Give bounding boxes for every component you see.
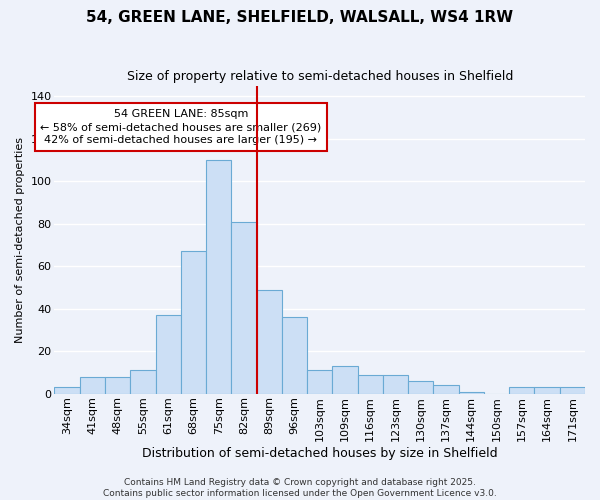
Bar <box>232 222 257 394</box>
Bar <box>383 374 408 394</box>
Text: Contains HM Land Registry data © Crown copyright and database right 2025.
Contai: Contains HM Land Registry data © Crown c… <box>103 478 497 498</box>
Bar <box>181 252 206 394</box>
Bar <box>509 388 535 394</box>
Bar <box>307 370 332 394</box>
Bar <box>282 317 307 394</box>
Y-axis label: Number of semi-detached properties: Number of semi-detached properties <box>15 136 25 342</box>
Text: 54, GREEN LANE, SHELFIELD, WALSALL, WS4 1RW: 54, GREEN LANE, SHELFIELD, WALSALL, WS4 … <box>86 10 514 25</box>
Bar <box>155 315 181 394</box>
X-axis label: Distribution of semi-detached houses by size in Shelfield: Distribution of semi-detached houses by … <box>142 447 497 460</box>
Bar <box>358 374 383 394</box>
Bar <box>257 290 282 394</box>
Bar <box>55 388 80 394</box>
Bar <box>433 385 458 394</box>
Bar <box>80 376 105 394</box>
Bar <box>206 160 232 394</box>
Text: 54 GREEN LANE: 85sqm
← 58% of semi-detached houses are smaller (269)
42% of semi: 54 GREEN LANE: 85sqm ← 58% of semi-detac… <box>40 109 322 146</box>
Bar <box>105 376 130 394</box>
Bar <box>332 366 358 394</box>
Bar <box>535 388 560 394</box>
Title: Size of property relative to semi-detached houses in Shelfield: Size of property relative to semi-detach… <box>127 70 513 83</box>
Bar <box>458 392 484 394</box>
Bar <box>560 388 585 394</box>
Bar <box>408 381 433 394</box>
Bar <box>130 370 155 394</box>
